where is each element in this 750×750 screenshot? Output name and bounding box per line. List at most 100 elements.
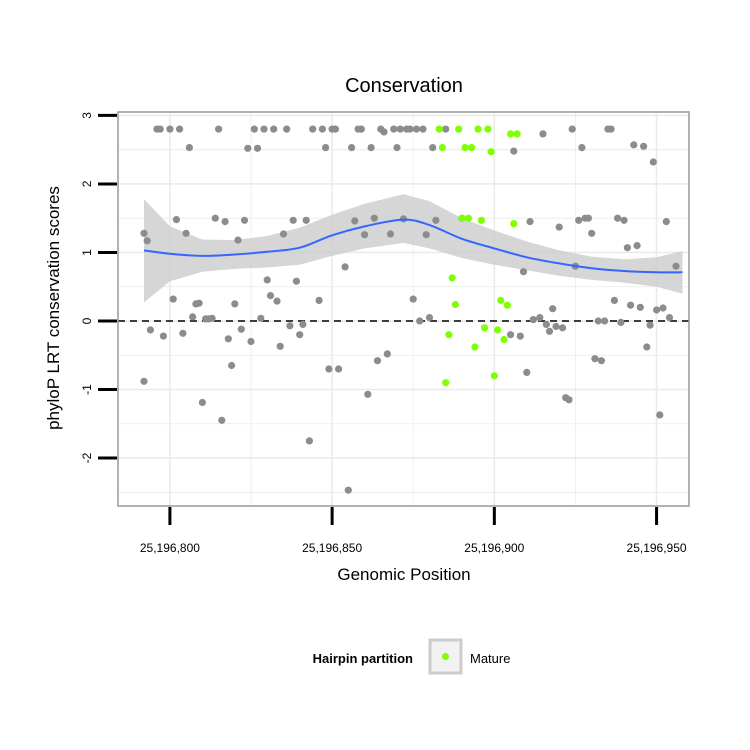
legend-label-mature: Mature <box>470 651 510 666</box>
data-point-other <box>218 416 226 424</box>
data-point-other <box>597 357 606 365</box>
data-point-other <box>289 216 297 224</box>
data-point-other <box>393 144 401 152</box>
data-point-other <box>558 324 567 332</box>
y-tick-label: -1 <box>80 384 94 395</box>
data-point-mature <box>500 335 508 344</box>
data-point-other <box>390 125 398 133</box>
data-point-other <box>159 332 167 340</box>
data-point-other <box>221 218 229 226</box>
data-point-other <box>614 214 622 222</box>
data-point-other <box>146 326 154 334</box>
panel-border <box>117 111 690 507</box>
data-point-mature <box>468 144 476 152</box>
data-point-other <box>309 125 317 133</box>
y-tick-label: 1 <box>80 249 94 256</box>
data-point-other <box>552 322 560 331</box>
data-point-other <box>627 301 635 309</box>
data-point-other <box>169 295 177 303</box>
x-tick-label: 25,196,850 <box>302 541 362 555</box>
legend-title: Hairpin partition <box>313 651 413 666</box>
data-point-other <box>257 314 265 322</box>
data-point-other <box>166 125 174 133</box>
data-point-other <box>357 125 365 133</box>
data-point-other <box>565 396 573 404</box>
data-point-other <box>270 125 278 133</box>
data-point-mature <box>481 324 489 332</box>
data-point-other <box>215 125 223 133</box>
plot-panel <box>117 111 690 507</box>
data-point-mature <box>445 331 453 339</box>
data-point-other <box>273 297 281 305</box>
confidence-ribbon <box>144 194 683 303</box>
data-point-other <box>575 216 583 224</box>
data-point-other <box>240 216 249 224</box>
data-point-other <box>588 229 596 237</box>
data-point-mature <box>442 379 450 387</box>
data-point-other <box>143 237 151 245</box>
data-point-other <box>231 300 239 308</box>
data-point-other <box>182 229 190 237</box>
data-point-other <box>344 486 352 494</box>
data-point-other <box>156 125 164 133</box>
data-point-other <box>640 142 648 150</box>
data-point-mature <box>438 144 446 152</box>
data-point-mature <box>510 220 518 228</box>
data-point-other <box>529 316 537 324</box>
data-point-mature <box>503 301 511 309</box>
data-point-mature <box>513 130 521 138</box>
data-point-other <box>263 276 271 284</box>
data-point-other <box>536 314 544 322</box>
data-point-other <box>617 318 625 326</box>
data-point-mature <box>455 125 463 133</box>
data-point-other <box>584 214 593 222</box>
data-point-other <box>409 295 417 303</box>
data-point-other <box>331 125 339 133</box>
data-point-other <box>568 125 576 133</box>
data-point-other <box>662 218 670 226</box>
data-point-other <box>367 144 375 152</box>
data-point-other <box>620 216 628 224</box>
data-point-mature <box>464 214 472 222</box>
data-point-other <box>189 313 197 321</box>
data-point-other <box>351 217 359 225</box>
data-point-other <box>542 320 550 328</box>
data-point-mature <box>484 125 492 133</box>
data-point-other <box>656 411 664 419</box>
data-point-other <box>442 125 450 133</box>
x-tick-label: 25,196,800 <box>140 541 200 555</box>
smooth-trend-line <box>143 218 683 274</box>
data-point-other <box>179 329 187 337</box>
data-point-other <box>195 299 203 307</box>
data-point-other <box>302 216 310 224</box>
data-point-mature <box>458 214 466 222</box>
data-point-other <box>412 125 421 133</box>
data-point-other <box>373 357 382 365</box>
data-point-other <box>140 229 148 237</box>
x-axis: 25,196,800 25,196,850 25,196,900 25,196,950 <box>140 507 687 555</box>
data-point-other <box>361 231 369 239</box>
data-point-other <box>380 128 388 136</box>
data-point-other <box>539 130 547 138</box>
data-point-other <box>322 144 330 152</box>
data-point-other <box>672 262 680 270</box>
data-point-mature <box>451 300 459 309</box>
data-point-other <box>422 231 430 239</box>
data-point-other <box>247 337 255 346</box>
data-point-mature <box>494 326 502 334</box>
data-point-other <box>594 317 602 325</box>
data-point-mature <box>477 216 485 224</box>
data-point-other <box>234 236 242 244</box>
data-point-other <box>523 368 531 376</box>
data-point-other <box>396 125 404 133</box>
data-point-other <box>172 216 180 224</box>
legend: Hairpin partition Mature <box>313 638 510 675</box>
data-point-mature <box>461 144 469 152</box>
y-tick-label: -2 <box>80 452 94 463</box>
data-point-other <box>364 390 372 398</box>
chart-title: Conservation <box>345 75 463 97</box>
data-point-other <box>510 147 518 155</box>
points-mature <box>435 125 521 387</box>
data-point-other <box>516 332 524 340</box>
